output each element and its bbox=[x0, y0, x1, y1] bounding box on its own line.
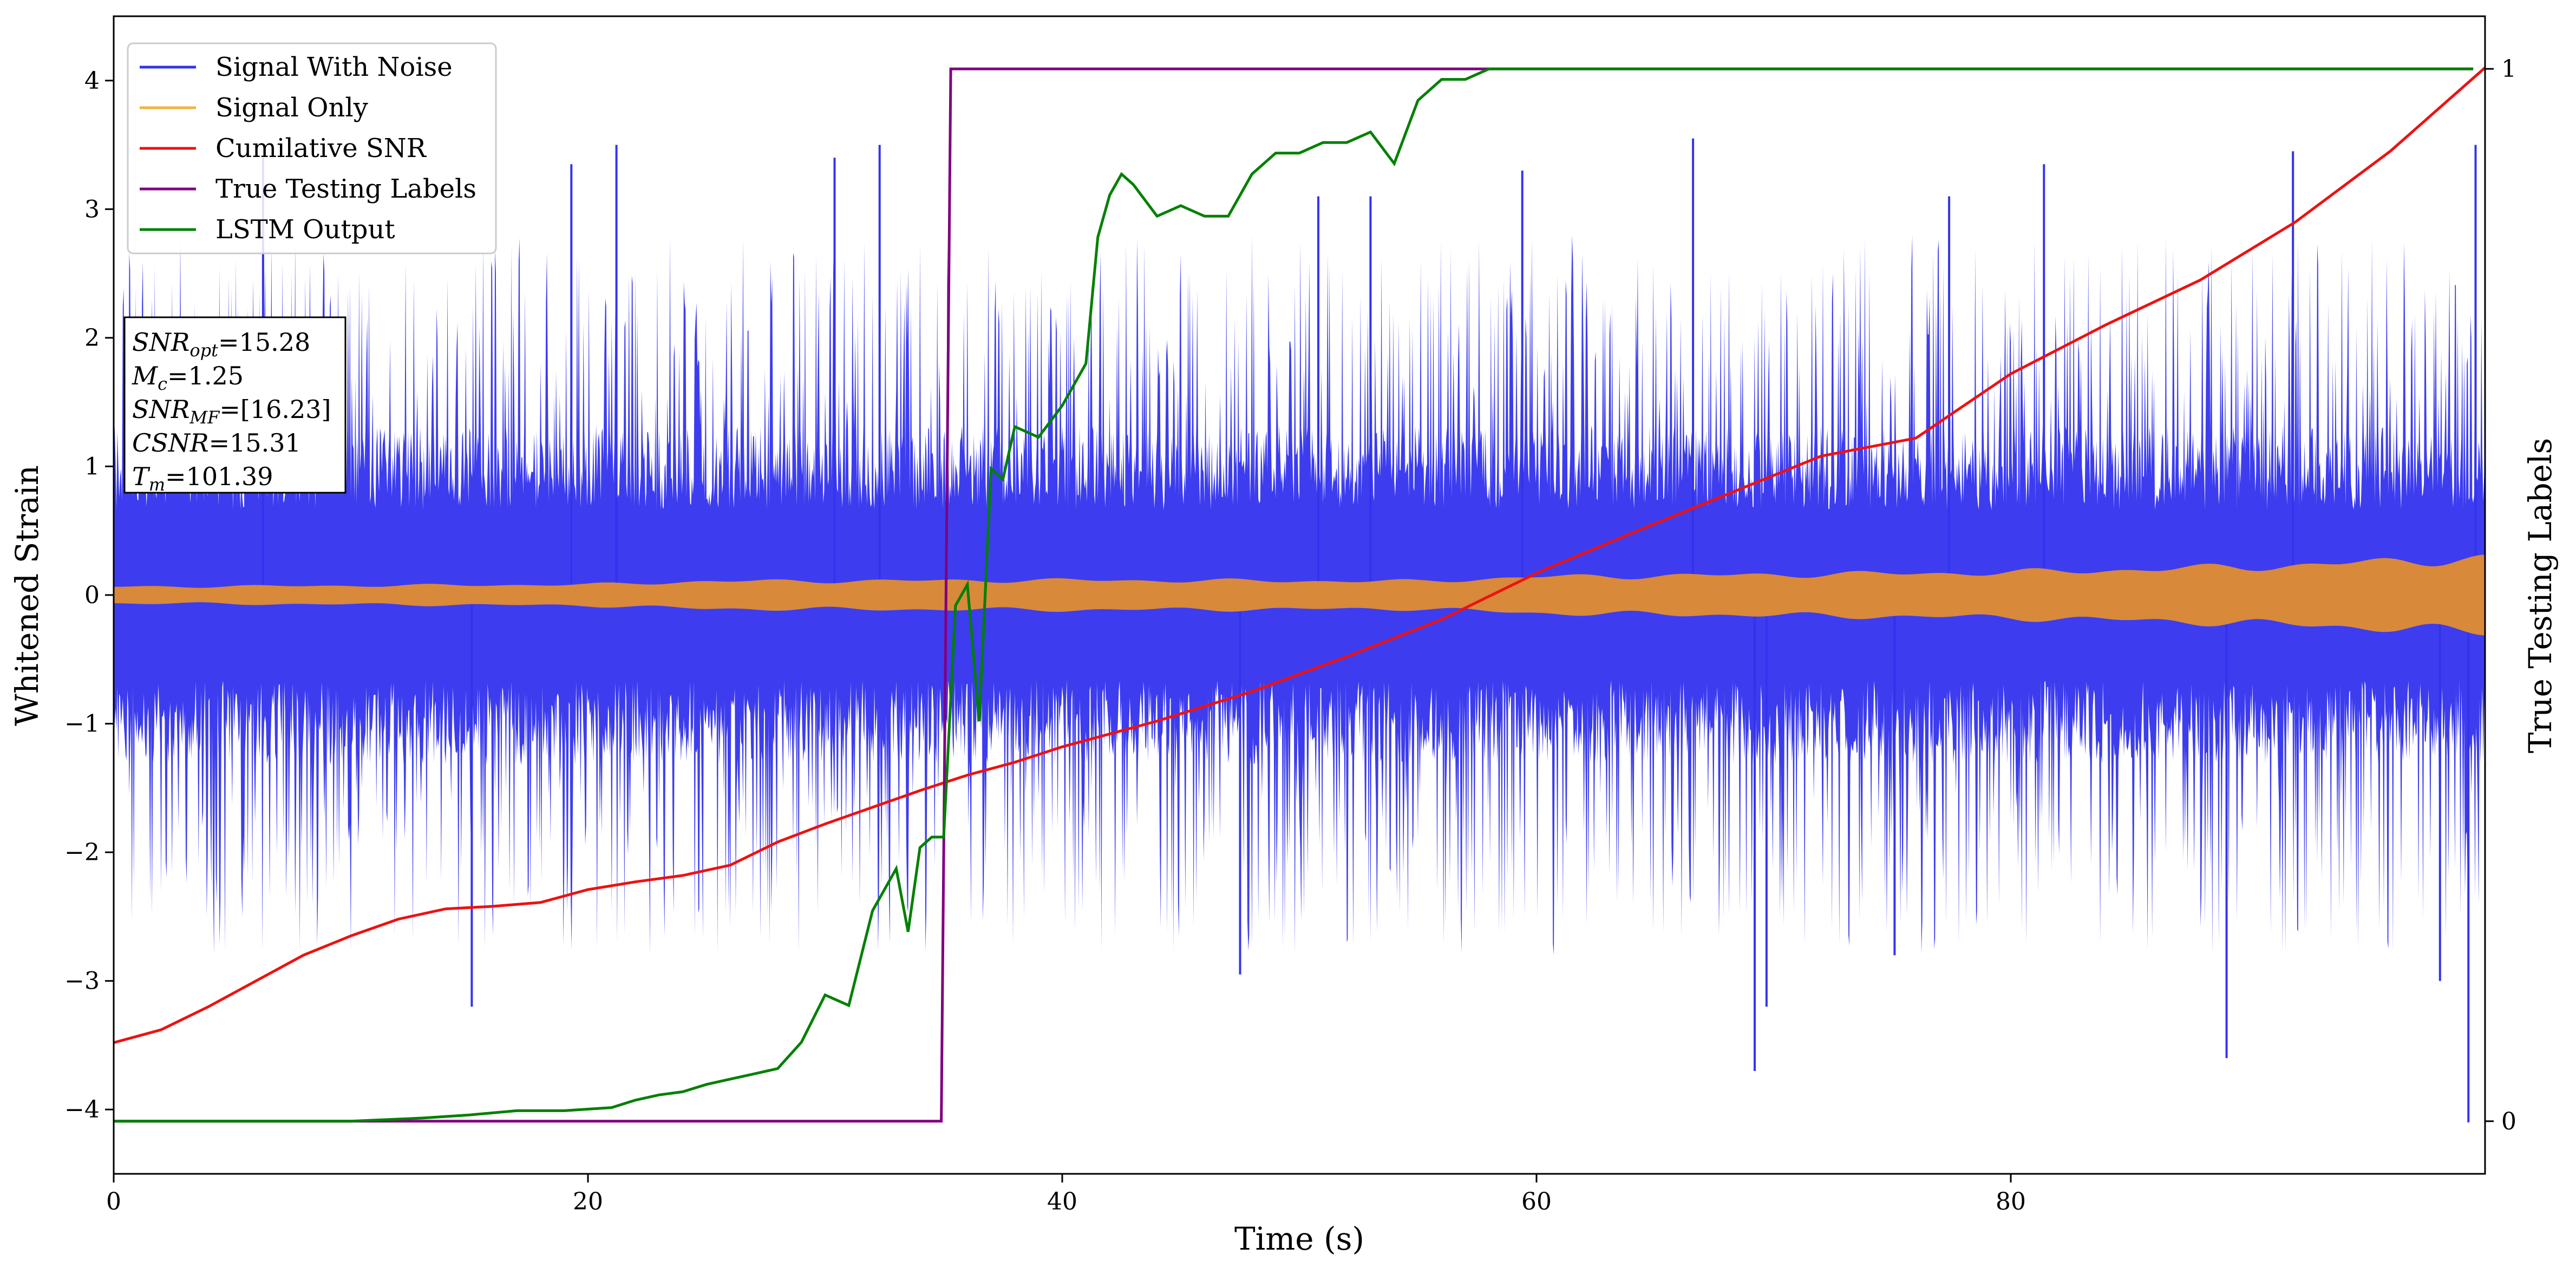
info-snr-mf: SNRMF=[16.23] bbox=[132, 395, 331, 428]
legend-label-true-testing-labels: True Testing Labels bbox=[215, 174, 476, 204]
x-tick-label: 20 bbox=[573, 1188, 603, 1216]
info-box: SNRopt=15.28 Mc=1.25 SNRMF=[16.23] CSNR=… bbox=[123, 316, 346, 495]
y-tick-label: 0 bbox=[84, 582, 100, 609]
legend-label-signal-only: Signal Only bbox=[215, 93, 368, 123]
y-tick-label: −1 bbox=[64, 710, 100, 738]
legend-label-cumilative-snr: Cumilative SNR bbox=[215, 133, 427, 164]
info-tm: Tm=101.39 bbox=[132, 462, 273, 495]
x-tick-label: 40 bbox=[1047, 1188, 1077, 1216]
series-signal-only bbox=[114, 554, 2485, 636]
info-box-frame bbox=[123, 316, 346, 494]
x-axis-label: Time (s) bbox=[1234, 1220, 1364, 1257]
y2-axis-label: True Testing Labels bbox=[2522, 438, 2559, 753]
y-tick-label: 4 bbox=[84, 67, 100, 95]
y2-tick-label: 1 bbox=[2501, 55, 2516, 83]
info-snr-opt: SNRopt=15.28 bbox=[132, 328, 310, 361]
y-tick-label: 2 bbox=[84, 324, 100, 352]
plot-area bbox=[114, 67, 2485, 1123]
x-tick-label: 80 bbox=[1996, 1188, 2026, 1216]
y-tick-label: −2 bbox=[64, 839, 100, 866]
y-axis-label: Whitened Strain bbox=[9, 465, 45, 726]
y-tick-label: 3 bbox=[84, 195, 100, 223]
info-csnr: CSNR=15.31 bbox=[132, 428, 301, 458]
y-axis-left: −4 −3 −2 −1 0 1 2 3 4 bbox=[64, 67, 114, 1123]
series-lstm-output bbox=[114, 67, 2474, 1123]
x-tick-label: 60 bbox=[1521, 1188, 1552, 1216]
y2-tick-label: 0 bbox=[2501, 1108, 2516, 1135]
x-tick-label: 0 bbox=[106, 1188, 121, 1216]
y-axis-right: 01 bbox=[2485, 55, 2516, 1135]
legend: Signal With Noise Signal Only Cumilative S… bbox=[127, 42, 497, 254]
y-tick-label: −3 bbox=[64, 968, 100, 995]
x-axis: 0 20 40 60 80 bbox=[106, 1174, 2026, 1216]
legend-box bbox=[127, 42, 497, 254]
y-tick-label: −4 bbox=[64, 1096, 100, 1123]
y-tick-label: 1 bbox=[84, 453, 100, 480]
legend-label-lstm-output: LSTM Output bbox=[215, 214, 395, 245]
info-mc: Mc=1.25 bbox=[132, 361, 244, 394]
legend-label-signal-with-noise: Signal With Noise bbox=[215, 52, 453, 82]
